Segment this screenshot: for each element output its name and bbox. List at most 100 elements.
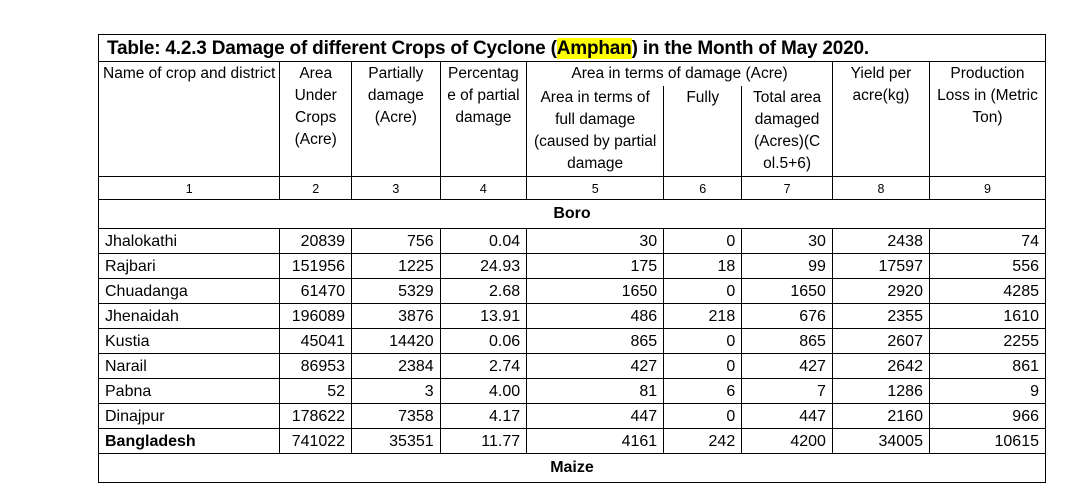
table-cell: 175 bbox=[526, 253, 665, 279]
title-highlight: Amphan bbox=[556, 38, 632, 59]
table-row: Jhenaidah 196089 3876 13.91 486 218 676 … bbox=[97, 303, 1047, 329]
table-cell: 30 bbox=[741, 228, 833, 254]
table-cell: 2355 bbox=[831, 303, 930, 329]
header-fully: Fully bbox=[663, 86, 743, 177]
column-number-row: 1 2 3 4 5 6 7 8 9 bbox=[97, 176, 1047, 200]
section-row-maize: Maize bbox=[98, 453, 1046, 483]
table-row: Narail 86953 2384 2.74 427 0 427 2642 86… bbox=[97, 353, 1047, 379]
table-cell: 427 bbox=[526, 353, 665, 379]
table-cell: 6 bbox=[663, 378, 743, 404]
table-cell: 2438 bbox=[831, 228, 930, 254]
table-cell: 447 bbox=[526, 403, 665, 429]
table-cell: 741022 bbox=[279, 428, 353, 454]
header-pct: Percentag e of partial damage bbox=[439, 61, 528, 177]
table-cell: 10615 bbox=[928, 428, 1047, 454]
header-partial: Partially damage (Acre) bbox=[351, 61, 441, 177]
table-cell: 0.06 bbox=[439, 328, 528, 354]
table-cell: 486 bbox=[526, 303, 665, 329]
table-cell: 17597 bbox=[831, 253, 930, 279]
table-row: Kustia 45041 14420 0.06 865 0 865 2607 2… bbox=[97, 328, 1047, 354]
total-row: Bangladesh 741022 35351 11.77 4161 242 4… bbox=[97, 428, 1047, 454]
col-number: 1 bbox=[97, 176, 281, 200]
district-name: Narail bbox=[97, 353, 281, 379]
table-row: Chuadanga 61470 5329 2.68 1650 0 1650 29… bbox=[97, 278, 1047, 304]
table-cell: 1225 bbox=[351, 253, 441, 279]
header-row: Name of crop and district Area Under Cro… bbox=[97, 61, 1047, 177]
district-name: Jhalokathi bbox=[97, 228, 281, 254]
col-number: 6 bbox=[663, 176, 743, 200]
table-cell: 3876 bbox=[351, 303, 441, 329]
table-cell: 52 bbox=[279, 378, 353, 404]
district-name: Chuadanga bbox=[97, 278, 281, 304]
table-cell: 218 bbox=[663, 303, 743, 329]
table-cell: 13.91 bbox=[439, 303, 528, 329]
table-cell: 61470 bbox=[279, 278, 353, 304]
table-cell: 4200 bbox=[741, 428, 833, 454]
table-cell: 242 bbox=[663, 428, 743, 454]
table-cell: 1650 bbox=[526, 278, 665, 304]
table-cell: 5329 bbox=[351, 278, 441, 304]
table-cell: 14420 bbox=[351, 328, 441, 354]
table-cell: 2160 bbox=[831, 403, 930, 429]
table-cell: 4161 bbox=[526, 428, 665, 454]
table-cell: 447 bbox=[741, 403, 833, 429]
table-cell: 2.68 bbox=[439, 278, 528, 304]
table-cell: 1610 bbox=[928, 303, 1047, 329]
table-cell: 865 bbox=[741, 328, 833, 354]
table-cell: 0 bbox=[663, 403, 743, 429]
table-cell: 2642 bbox=[831, 353, 930, 379]
title-suffix: ) in the Month of May 2020. bbox=[631, 38, 870, 59]
table-cell: 11.77 bbox=[439, 428, 528, 454]
table-cell: 99 bbox=[741, 253, 833, 279]
table-cell: 427 bbox=[741, 353, 833, 379]
table-cell: 7 bbox=[741, 378, 833, 404]
section-label: Maize bbox=[98, 453, 1046, 483]
table-row: Dinajpur 178622 7358 4.17 447 0 447 2160… bbox=[97, 403, 1047, 429]
table-cell: 34005 bbox=[831, 428, 930, 454]
table-cell: 20839 bbox=[279, 228, 353, 254]
table-cell: 4.17 bbox=[439, 403, 528, 429]
table-cell: 1650 bbox=[741, 278, 833, 304]
district-name: Rajbari bbox=[97, 253, 281, 279]
col-number: 7 bbox=[741, 176, 833, 200]
table-cell: 2.74 bbox=[439, 353, 528, 379]
document: Table: 4.2.3 Damage of different Crops o… bbox=[97, 34, 1047, 483]
table-cell: 35351 bbox=[351, 428, 441, 454]
table-cell: 18 bbox=[663, 253, 743, 279]
table-row: Rajbari 151956 1225 24.93 175 18 99 1759… bbox=[97, 253, 1047, 279]
header-loss: Production Loss in (Metric Ton) bbox=[928, 61, 1047, 177]
table-cell: 151956 bbox=[279, 253, 353, 279]
table-cell: 2920 bbox=[831, 278, 930, 304]
table-cell: 676 bbox=[741, 303, 833, 329]
table-cell: 30 bbox=[526, 228, 665, 254]
total-label: Bangladesh bbox=[97, 428, 281, 454]
header-total: Total area damaged (Acres)(C ol.5+6) bbox=[741, 86, 833, 177]
table-cell: 0 bbox=[663, 278, 743, 304]
header-area: Area Under Crops (Acre) bbox=[279, 61, 353, 177]
crop-damage-table: Name of crop and district Area Under Cro… bbox=[97, 61, 1047, 483]
table-cell: 3 bbox=[351, 378, 441, 404]
subheader-row: Area in terms of full damage (caused by … bbox=[99, 86, 1046, 177]
col-number: 3 bbox=[351, 176, 441, 200]
table-cell: 756 bbox=[351, 228, 441, 254]
col-number: 8 bbox=[831, 176, 930, 200]
col-number: 2 bbox=[279, 176, 353, 200]
table-cell: 9 bbox=[928, 378, 1047, 404]
table-cell: 556 bbox=[928, 253, 1047, 279]
table-cell: 0.04 bbox=[439, 228, 528, 254]
table-cell: 865 bbox=[526, 328, 665, 354]
col-number: 4 bbox=[439, 176, 528, 200]
table-row: Pabna 52 3 4.00 81 6 7 1286 9 bbox=[97, 378, 1047, 404]
district-name: Pabna bbox=[97, 378, 281, 404]
table-cell: 0 bbox=[663, 328, 743, 354]
table-cell: 0 bbox=[663, 353, 743, 379]
table-cell: 0 bbox=[663, 228, 743, 254]
header-yield: Yield per acre(kg) bbox=[831, 61, 930, 177]
table-cell: 2384 bbox=[351, 353, 441, 379]
table-cell: 4.00 bbox=[439, 378, 528, 404]
table-row: Jhalokathi 20839 756 0.04 30 0 30 2438 7… bbox=[97, 228, 1047, 254]
table-cell: 24.93 bbox=[439, 253, 528, 279]
col-number: 5 bbox=[526, 176, 665, 200]
table-cell: 196089 bbox=[279, 303, 353, 329]
header-group: Area in terms of damage (Acre) bbox=[526, 61, 833, 86]
